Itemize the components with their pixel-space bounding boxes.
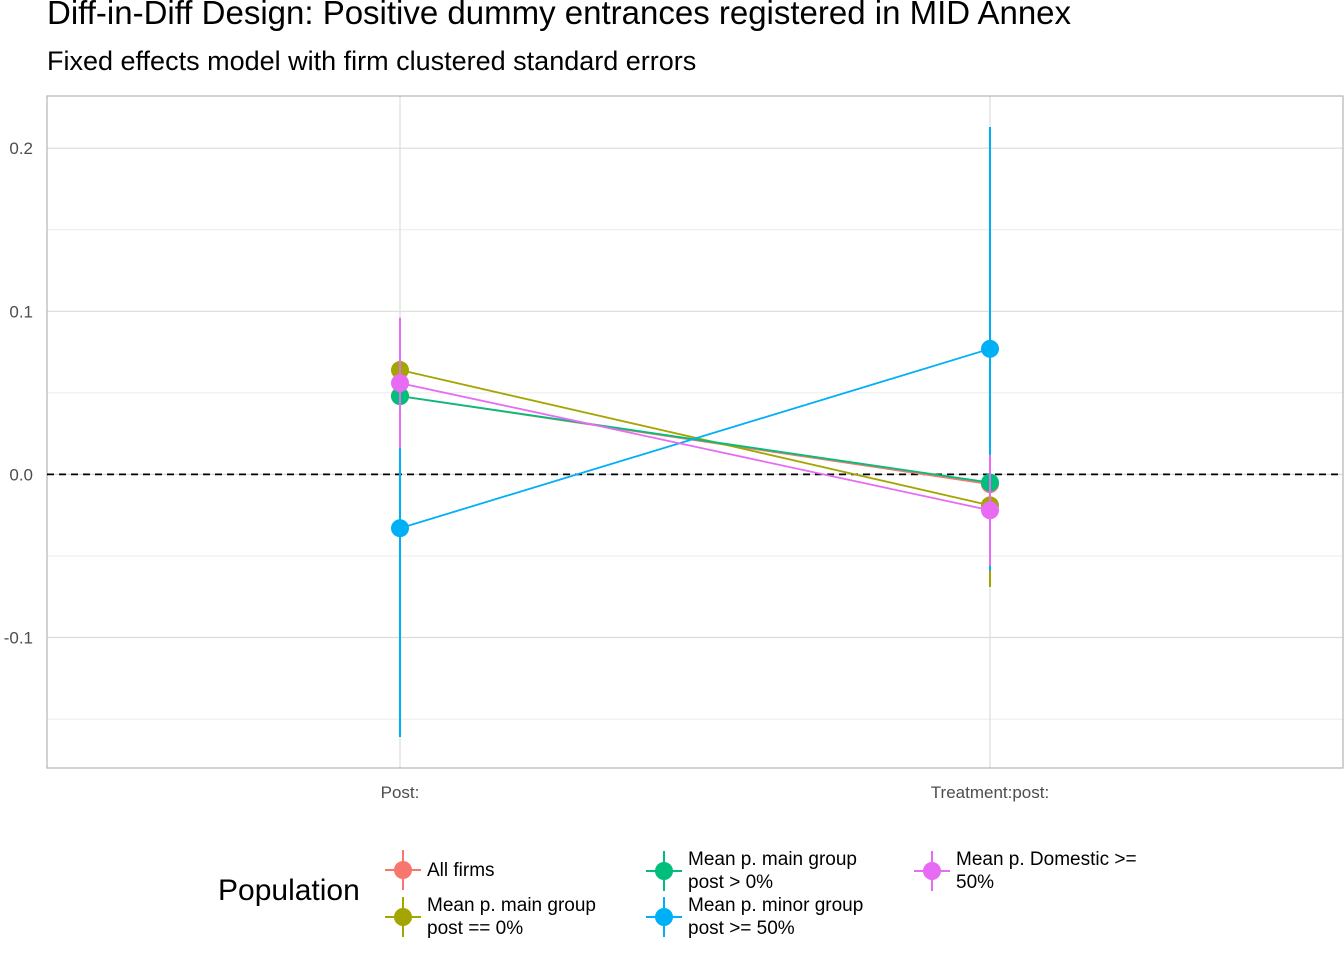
x-tick-label: Post: bbox=[381, 783, 420, 802]
series-3 bbox=[391, 126, 999, 738]
legend-item: Mean p. Domestic >= 50% bbox=[912, 848, 1137, 894]
legend-title: Population bbox=[218, 874, 360, 907]
legend-label: Mean p. main group post == 0% bbox=[427, 895, 596, 939]
data-point bbox=[391, 519, 409, 538]
legend-label: All firms bbox=[427, 859, 495, 881]
chart-title: Diff-in-Diff Design: Positive dummy entr… bbox=[47, 0, 1072, 31]
legend-key bbox=[385, 897, 421, 937]
series-4 bbox=[391, 317, 999, 566]
x-tick-labels: Post: Treatment:post: bbox=[381, 783, 1050, 802]
legend-key bbox=[646, 897, 682, 937]
legend-label: Mean p. Domestic >= 50% bbox=[956, 849, 1137, 893]
y-tick-label: 0.2 bbox=[9, 139, 33, 158]
series-line bbox=[399, 382, 991, 512]
legend-key bbox=[646, 851, 682, 891]
legend-key bbox=[914, 851, 950, 891]
data-point bbox=[981, 501, 999, 520]
data-point bbox=[981, 339, 999, 358]
legend-item: All firms bbox=[383, 848, 495, 892]
y-tick-label: 0.1 bbox=[9, 302, 33, 321]
legend-key bbox=[385, 850, 421, 890]
data-point bbox=[391, 374, 409, 393]
y-tick-labels: -0.1 0.0 0.1 0.2 bbox=[4, 139, 33, 647]
series-line bbox=[399, 347, 991, 530]
legend-item: Mean p. minor group post >= 50% bbox=[644, 894, 863, 940]
legend-label: Mean p. minor group post >= 50% bbox=[688, 895, 864, 939]
series-layer bbox=[391, 126, 999, 738]
series-1 bbox=[391, 321, 999, 587]
y-tick-label: 0.0 bbox=[9, 465, 33, 484]
plot-panel-border bbox=[46, 95, 1344, 769]
series-2 bbox=[391, 317, 999, 522]
y-tick-label: -0.1 bbox=[4, 629, 33, 648]
x-tick-label: Treatment:post: bbox=[931, 783, 1049, 802]
legend-item: Mean p. main group post > 0% bbox=[644, 848, 857, 894]
legend-item: Mean p. main group post == 0% bbox=[383, 894, 596, 940]
grid-lines bbox=[47, 96, 1343, 768]
chart-subtitle: Fixed effects model with firm clustered … bbox=[47, 46, 697, 76]
legend-label: Mean p. main group post > 0% bbox=[688, 849, 857, 893]
